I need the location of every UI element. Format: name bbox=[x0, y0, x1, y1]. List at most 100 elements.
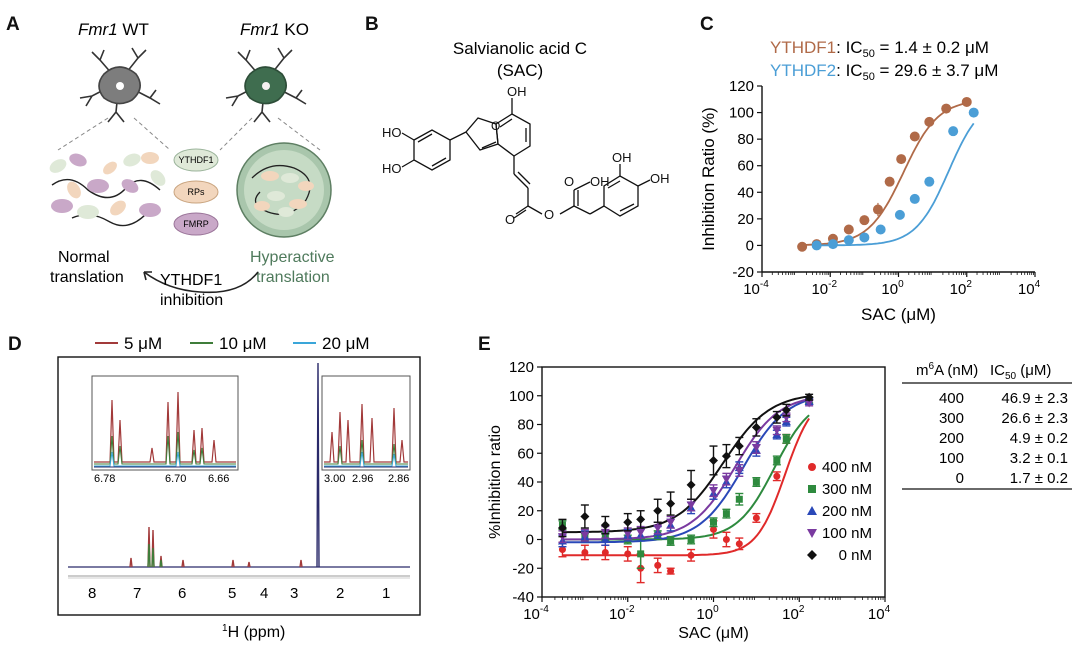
svg-text:7: 7 bbox=[133, 585, 141, 602]
table-row-m6a: 0 bbox=[956, 470, 964, 487]
arrow-label-line2: inhibition bbox=[160, 292, 223, 309]
data-point bbox=[637, 550, 645, 558]
inset1-tick-1: 6.70 bbox=[165, 473, 186, 485]
data-point bbox=[654, 561, 662, 569]
data-point bbox=[666, 518, 676, 527]
inset1-tick-2: 6.66 bbox=[208, 473, 229, 485]
legend-5um: 5 μM bbox=[124, 334, 162, 353]
data-point bbox=[580, 531, 590, 540]
panel-d-label: D bbox=[8, 334, 22, 355]
data-point bbox=[623, 517, 633, 527]
legend-marker-circle-icon bbox=[808, 463, 816, 471]
nmr-inset-1: 6.78 6.70 6.66 bbox=[91, 375, 239, 485]
svg-text:2: 2 bbox=[336, 585, 344, 602]
legend-label: 100 nM bbox=[822, 525, 872, 542]
data-point bbox=[601, 548, 609, 556]
data-point bbox=[884, 176, 895, 187]
data-point bbox=[735, 540, 743, 548]
legend-label: 200 nM bbox=[822, 503, 872, 520]
x-tick-label: 102 bbox=[950, 279, 973, 298]
data-point bbox=[710, 525, 717, 533]
x-tick-label: 102 bbox=[782, 604, 805, 623]
data-point bbox=[600, 520, 610, 530]
data-point bbox=[909, 131, 920, 142]
svg-text:O: O bbox=[564, 174, 574, 189]
wt-neuron-icon bbox=[79, 47, 161, 123]
y-tick-label: 120 bbox=[509, 359, 534, 376]
legend-ythdf2-ic50: YTHDF2: IC50 = 29.6 ± 3.7 μM bbox=[770, 61, 998, 83]
data-point bbox=[843, 224, 854, 235]
data-point bbox=[772, 412, 782, 422]
y-tick-label: 100 bbox=[729, 105, 754, 122]
data-point bbox=[623, 530, 633, 539]
table-row-ic50: 4.9 ± 0.2 bbox=[1010, 430, 1068, 447]
data-point bbox=[859, 215, 870, 226]
data-point bbox=[653, 506, 663, 516]
table-row-m6a: 200 bbox=[939, 430, 964, 447]
data-point bbox=[782, 435, 790, 443]
data-point bbox=[721, 451, 731, 461]
panel-a: A Fmr1 WT Fmr1 KO bbox=[6, 14, 335, 309]
svg-text:HO: HO bbox=[382, 161, 402, 176]
table-row-ic50: 26.6 ± 2.3 bbox=[1001, 410, 1068, 427]
nmr-xticks: 8 7 6 5 4 3 2 1 bbox=[88, 585, 390, 602]
x-tick-label: 100 bbox=[881, 279, 904, 298]
data-point bbox=[781, 405, 791, 415]
data-point bbox=[734, 467, 744, 475]
d-legend: 5 μM 10 μM 20 μM bbox=[95, 334, 370, 353]
svg-text:HO: HO bbox=[382, 125, 402, 140]
data-point bbox=[772, 426, 782, 435]
data-point bbox=[722, 536, 730, 543]
y-tick-label: 100 bbox=[509, 388, 534, 405]
data-point bbox=[751, 444, 761, 452]
inset1-tick-0: 6.78 bbox=[94, 473, 115, 485]
y-tick-label: 80 bbox=[517, 417, 534, 434]
a-legend: YTHDF1 RPs FMRP bbox=[173, 148, 219, 236]
svg-text:O: O bbox=[544, 207, 554, 222]
normal-translation-line2: translation bbox=[50, 269, 124, 286]
svg-text:O: O bbox=[491, 119, 500, 133]
legend-marker-diamond-icon bbox=[807, 550, 817, 560]
data-point bbox=[721, 475, 731, 484]
data-point bbox=[773, 456, 781, 464]
panel-c: C YTHDF1: IC50 = 1.4 ± 0.2 μM YTHDF2: IC… bbox=[699, 14, 1041, 324]
molecule-atoms: HO HO OH O OH O O O OH OH bbox=[382, 84, 670, 227]
fit-curve-ythdf1 bbox=[802, 102, 967, 246]
svg-text:OH: OH bbox=[507, 84, 527, 99]
data-point bbox=[722, 510, 730, 518]
panel-e-label: E bbox=[478, 334, 491, 355]
svg-text:8: 8 bbox=[88, 585, 96, 602]
data-point bbox=[558, 546, 566, 554]
y-tick-label: 60 bbox=[737, 158, 754, 175]
data-point bbox=[636, 514, 646, 524]
data-point bbox=[875, 224, 886, 235]
x-tick-label: 104 bbox=[1018, 279, 1041, 298]
nmr-xlabel: 1H (ppm) bbox=[222, 623, 285, 641]
y-tick-label: 80 bbox=[737, 131, 754, 148]
arrow-head-icon bbox=[143, 271, 152, 281]
legend-marker-triangle-down-icon bbox=[807, 529, 817, 538]
data-point bbox=[666, 499, 676, 509]
data-point bbox=[961, 96, 972, 107]
data-point bbox=[773, 472, 781, 480]
hyperactive-translation-line2: translation bbox=[256, 269, 330, 286]
y-tick-label: 0 bbox=[526, 532, 534, 549]
data-point bbox=[968, 107, 979, 118]
data-point bbox=[581, 548, 589, 556]
x-tick-label: 10-4 bbox=[743, 279, 769, 298]
table-row-m6a: 300 bbox=[939, 410, 964, 427]
compound-abbrev: (SAC) bbox=[497, 61, 543, 80]
legend-label: 400 nM bbox=[822, 459, 872, 476]
data-point bbox=[751, 422, 761, 432]
nmr-inset-2: 3.00 2.96 2.86 bbox=[321, 375, 411, 485]
data-point bbox=[811, 240, 822, 251]
nmr-frame bbox=[57, 356, 421, 616]
data-point bbox=[686, 501, 696, 510]
fit-curve-400-nm bbox=[562, 417, 810, 557]
table-header-m6a: m6A (nM) bbox=[916, 361, 978, 379]
inset2-tick-0: 3.00 bbox=[324, 473, 345, 485]
chart-e: -40 -20 0 20 40 60 80 100 120 10-4 10-2 100 102 104 SA… bbox=[487, 359, 891, 642]
data-point bbox=[710, 518, 717, 526]
compound-name: Salvianolic acid C bbox=[453, 39, 587, 58]
